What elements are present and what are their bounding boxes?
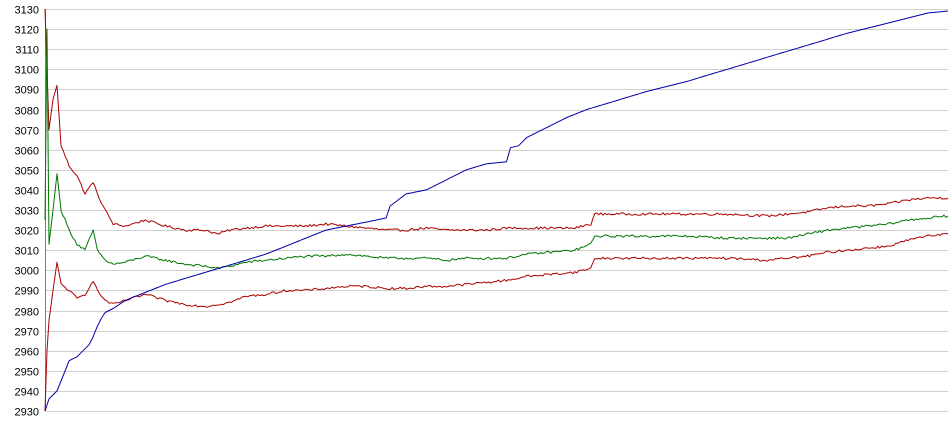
y-tick-label: 3050 xyxy=(15,166,39,178)
y-tick-label: 2960 xyxy=(15,347,39,359)
y-tick-label: 3040 xyxy=(15,186,39,198)
y-tick-label: 2990 xyxy=(15,286,39,298)
series-line-middle xyxy=(44,28,949,270)
y-tick-labels: 3130 3120 3110 3100 3090 3080 3070 3060 3050 3040… xyxy=(15,5,39,419)
y-tick-label: 3130 xyxy=(15,5,39,17)
y-tick-label: 2940 xyxy=(15,387,39,399)
y-tick-label: 2980 xyxy=(15,307,39,319)
y-tick-label: 3110 xyxy=(15,45,39,57)
grid-lines xyxy=(45,9,948,412)
y-tick-label: 3060 xyxy=(15,146,39,158)
y-tick-label: 3080 xyxy=(15,106,39,118)
y-tick-label: 2930 xyxy=(15,407,39,419)
y-tick-label: 3090 xyxy=(15,85,39,97)
y-tick-label: 3030 xyxy=(15,206,39,218)
series-line-upper xyxy=(44,8,949,235)
series-line-cumulative xyxy=(44,10,949,412)
series-line-lower xyxy=(44,232,949,412)
y-tick-label: 3070 xyxy=(15,126,39,138)
y-tick-label: 2970 xyxy=(15,327,39,339)
y-tick-label: 3000 xyxy=(15,266,39,278)
y-tick-label: 3100 xyxy=(15,65,39,77)
y-tick-label: 3120 xyxy=(15,25,39,37)
y-tick-label: 3020 xyxy=(15,226,39,238)
series-lines xyxy=(44,8,949,412)
y-tick-label: 3010 xyxy=(15,246,39,258)
y-tick-label: 2950 xyxy=(15,367,39,379)
